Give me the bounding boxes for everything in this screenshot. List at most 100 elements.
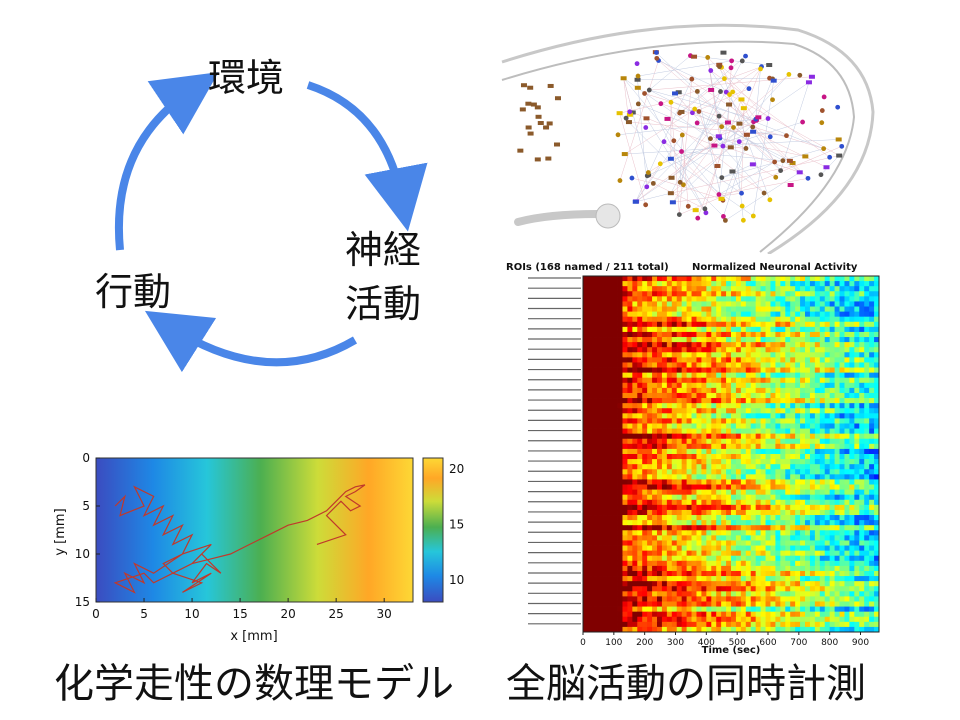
- heatmap-cell: [740, 382, 747, 389]
- heatmap-cell: [750, 276, 757, 282]
- heatmap-cell: [809, 367, 816, 374]
- heatmap-cell: [745, 540, 752, 546]
- heatmap-cell: [652, 276, 658, 282]
- heatmap-cell: [726, 428, 732, 435]
- heatmap-cell: [785, 570, 791, 577]
- heatmap-cell: [805, 413, 811, 419]
- heatmap-cell: [726, 296, 732, 302]
- heatmap-cell: [844, 382, 850, 389]
- heatmap-cell: [607, 413, 613, 419]
- heatmap-cell: [800, 454, 806, 460]
- heatmap-cell: [780, 555, 786, 562]
- heatmap-cell: [647, 565, 653, 572]
- heatmap-cell: [686, 357, 692, 363]
- heatmap-cell: [676, 530, 683, 536]
- connectome-edge: [670, 155, 840, 194]
- heatmap-cell: [642, 306, 648, 312]
- chemotaxis-xtick-label: 10: [184, 607, 199, 621]
- heatmap-cell: [790, 326, 796, 333]
- heatmap-cell: [834, 540, 840, 546]
- heatmap-cell: [809, 377, 816, 384]
- heatmap-cell: [652, 423, 658, 429]
- heatmap-cell: [617, 408, 623, 414]
- heatmap-cell: [657, 509, 663, 516]
- heatmap-cell: [716, 474, 722, 480]
- heatmap-cell: [657, 398, 663, 404]
- heatmap-cell: [597, 408, 604, 414]
- heatmap-cell: [647, 494, 653, 501]
- heatmap-cell: [666, 454, 673, 460]
- heatmap-cell: [632, 301, 638, 307]
- heatmap-cell: [696, 520, 702, 526]
- heatmap-cell: [814, 606, 821, 613]
- heatmap-cell: [775, 357, 781, 363]
- heatmap-cell: [721, 474, 727, 480]
- heatmap-cell: [671, 520, 678, 526]
- heatmap-cell: [750, 570, 757, 577]
- heatmap-cell: [869, 469, 875, 475]
- connectome-node: [681, 182, 686, 188]
- heatmap-cell: [711, 525, 717, 531]
- heatmap-cell: [844, 535, 850, 541]
- heatmap-cell: [592, 530, 599, 536]
- heatmap-cell: [726, 555, 732, 562]
- chemotaxis-ytick-label: 5: [82, 499, 90, 513]
- heatmap-cell: [760, 535, 766, 541]
- heatmap-cell: [869, 581, 875, 587]
- heatmap-cell: [587, 565, 594, 572]
- heatmap-cell: [839, 464, 845, 470]
- heatmap-cell: [735, 316, 742, 323]
- heatmap-cell: [583, 377, 589, 384]
- heatmap-cell: [632, 423, 638, 429]
- heatmap-cell: [839, 403, 845, 409]
- heatmap-cell: [602, 479, 609, 485]
- heatmap-cell: [612, 626, 618, 633]
- connectome-node: [627, 109, 633, 115]
- heatmap-cell: [587, 423, 594, 429]
- heatmap-cell: [775, 489, 781, 496]
- heatmap-cell: [805, 387, 811, 394]
- heatmap-cell: [617, 626, 623, 633]
- heatmap-cell: [765, 469, 771, 475]
- connectome-node: [517, 148, 524, 153]
- connectome-node: [646, 87, 652, 93]
- heatmap-cell: [686, 525, 692, 531]
- heatmap-cell: [859, 286, 865, 292]
- heatmap-cell: [740, 621, 747, 628]
- heatmap-cell: [706, 499, 712, 506]
- heatmap-cell: [597, 520, 604, 526]
- heatmap-cell: [701, 606, 707, 613]
- heatmap-cell: [592, 489, 599, 496]
- heatmap-cell: [642, 392, 648, 399]
- heatmap-cell: [849, 281, 855, 287]
- heatmap-cell: [701, 550, 707, 557]
- heatmap-cell: [637, 545, 643, 552]
- heatmap-cell: [602, 504, 609, 511]
- heatmap-cell: [824, 296, 831, 302]
- heatmap-cell: [800, 484, 806, 490]
- heatmap-cell: [666, 377, 673, 384]
- heatmap-cell: [602, 438, 609, 445]
- heatmap-cell: [755, 555, 761, 562]
- heatmap-cell: [805, 372, 811, 379]
- heatmap-cell: [731, 570, 737, 577]
- heatmap-cell: [711, 479, 717, 485]
- connectome-node: [650, 180, 656, 186]
- heatmap-cell: [869, 626, 875, 633]
- heatmap-cell: [711, 331, 717, 338]
- heatmap-cell: [587, 337, 594, 343]
- heatmap-cell: [711, 586, 717, 592]
- heatmap-cell: [666, 576, 673, 582]
- heatmap-cell: [795, 474, 801, 480]
- heatmap-cell: [627, 301, 633, 307]
- heatmap-cell: [755, 474, 761, 480]
- heatmap-cell: [716, 464, 722, 470]
- heatmap-cell: [706, 459, 712, 465]
- heatmap-cell: [839, 454, 845, 460]
- heatmap-cell: [740, 316, 747, 323]
- heatmap-cell: [647, 392, 653, 399]
- heatmap-cell: [647, 479, 653, 485]
- heatmap-cell: [602, 352, 609, 358]
- heatmap-cell: [627, 494, 633, 501]
